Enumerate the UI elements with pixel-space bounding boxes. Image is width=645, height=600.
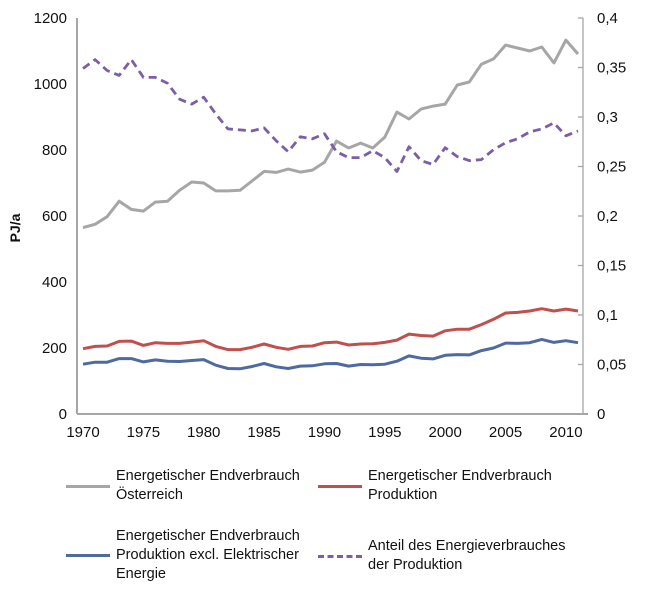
- x-tick-label: 1990: [308, 424, 341, 441]
- y2-tick-label: 0,2: [597, 208, 618, 225]
- y-tick-label: 400: [42, 274, 67, 291]
- legend-label: Energetischer Endverbrauch Produktion ex…: [116, 528, 300, 582]
- tick-labels: 0 200 400 600 800 1000 1200 0 0,05 0,1 0,15 0,2 0,25…: [34, 10, 627, 441]
- y-tick-label: 1200: [34, 10, 67, 27]
- y-tick-label: 1000: [34, 76, 67, 93]
- legend-swatch-gray-line: [66, 484, 110, 488]
- y2-tick-label: 0,05: [597, 357, 626, 374]
- x-tick-label: 2000: [429, 424, 462, 441]
- tick-marks: [578, 17, 583, 415]
- x-tick-label: 1985: [247, 424, 280, 441]
- y-tick-label: 600: [42, 208, 67, 225]
- y2-tick-label: 0,3: [597, 109, 618, 126]
- series-line-anteil: [82, 58, 579, 173]
- line-chart: 0 200 400 600 800 1000 1200 0 0,05 0,1 0,15 0,2 0,25…: [7, 10, 627, 441]
- legend-item-anteil: Anteil des Energieverbrauches der Produk…: [318, 537, 565, 575]
- x-tick-label: 1970: [66, 424, 99, 441]
- series-lines: [82, 38, 580, 371]
- series-line-produktion: [82, 307, 579, 352]
- x-tick-label: 1995: [368, 424, 401, 441]
- y-tick-label: 200: [42, 340, 67, 357]
- legend-item-produktion-excl-elektrisch: Energetischer Endverbrauch Produktion ex…: [66, 527, 300, 584]
- legend-swatch-red-line: [318, 484, 362, 488]
- y2-tick-label: 0: [597, 406, 605, 423]
- y-axis-label: PJ/a: [7, 213, 23, 242]
- legend-label: Energetischer Endverbrauch Produktion: [368, 468, 552, 503]
- series-line-produktion-excl-elektrisch: [82, 337, 579, 371]
- y-tick-label: 800: [42, 142, 67, 159]
- y2-tick-label: 0,25: [597, 159, 626, 176]
- legend-label: Energetischer Endverbrauch Österreich: [116, 468, 300, 503]
- x-tick-label: 2005: [489, 424, 522, 441]
- y-tick-label: 0: [59, 406, 67, 423]
- x-tick-label: 2010: [549, 424, 582, 441]
- legend-item-oesterreich: Energetischer Endverbrauch Österreich: [66, 467, 300, 505]
- x-tick-label: 1975: [127, 424, 160, 441]
- x-tick-label: 1980: [187, 424, 220, 441]
- legend-item-produktion: Energetischer Endverbrauch Produktion: [318, 467, 552, 505]
- y2-tick-label: 0,1: [597, 307, 618, 324]
- legend-swatch-blue-line: [66, 554, 110, 557]
- legend-swatch-purple-dashed: [318, 554, 362, 558]
- legend-label: Anteil des Energieverbrauches der Produk…: [368, 538, 566, 573]
- y2-tick-label: 0,15: [597, 258, 626, 275]
- series-line-oesterreich: [82, 38, 580, 230]
- y2-tick-label: 0,35: [597, 60, 626, 77]
- y2-tick-label: 0,4: [597, 10, 618, 27]
